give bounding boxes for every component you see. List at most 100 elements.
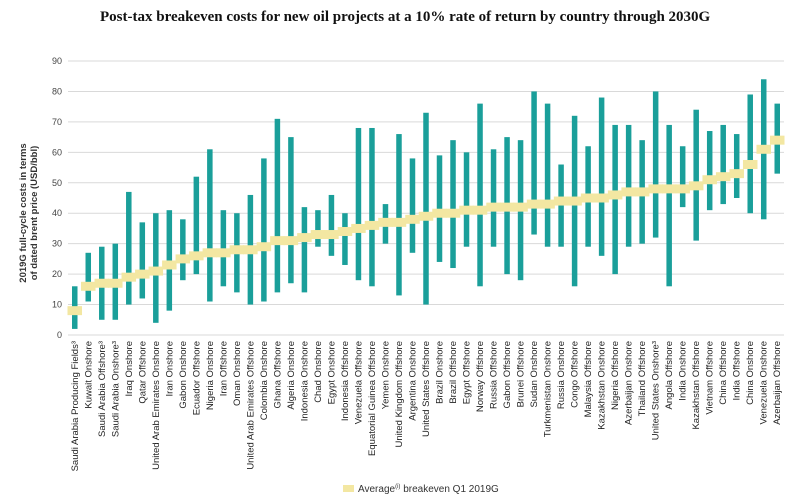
range-bar — [544, 103, 551, 247]
category-label: Brunei Offshore — [516, 341, 527, 407]
range-bar — [126, 191, 132, 305]
category-label: United Arab Emirates Offshore — [245, 341, 256, 470]
average-marker — [553, 196, 569, 206]
y-axis-title-line-2: of dated brent price (USD/bbl) — [29, 146, 40, 281]
range-bar — [355, 127, 362, 281]
average-marker — [135, 269, 150, 279]
range-bar — [666, 124, 672, 287]
average-marker — [378, 217, 393, 227]
average-marker — [594, 193, 609, 203]
chart-title: Post-tax breakeven costs for new oil pro… — [100, 9, 711, 25]
category-label: Iran Onshore — [164, 341, 175, 396]
category-label: United States Onshore³ — [651, 341, 662, 440]
range-bar — [274, 118, 281, 293]
range-bar — [450, 140, 456, 269]
average-marker — [634, 187, 650, 197]
legend-swatch — [343, 485, 354, 492]
legend: Average(i) breakeven Q1 2019G — [343, 484, 499, 495]
category-label: Gabon Onshore — [178, 341, 189, 409]
average-marker — [337, 226, 353, 236]
range-bar — [706, 131, 713, 211]
category-label: Yemen Onshore — [380, 341, 391, 409]
category-labels: Saudi Arabia Producing Fields³ Kuwait Ons… — [70, 341, 783, 471]
range-bar — [207, 149, 213, 302]
category-label: Congo Offshore — [570, 341, 581, 408]
range-bar — [747, 94, 753, 214]
range-bar — [477, 103, 483, 287]
category-label: Azerbaijan Offshore — [772, 341, 783, 425]
range-bar — [288, 137, 294, 284]
average-marker — [243, 245, 258, 255]
average-marker — [661, 184, 677, 194]
category-label: Oman Onshore — [232, 341, 243, 406]
average-marker — [459, 205, 474, 215]
average-marker — [513, 202, 528, 212]
category-label: Ecuador Offshore — [191, 341, 202, 415]
category-label: Iran Offshore — [218, 341, 229, 396]
y-tick-label: 40 — [52, 208, 62, 218]
range-bar — [85, 252, 92, 302]
average-marker — [256, 242, 272, 252]
category-label: Thailand Offshore — [637, 341, 648, 416]
category-label: India Onshore — [678, 341, 689, 401]
category-label: Saudi Arabia Onshore³ — [110, 341, 121, 437]
range-bar — [490, 149, 497, 247]
range-bar — [720, 124, 726, 205]
category-label: Indonesia Onshore — [299, 341, 310, 421]
average-marker — [418, 211, 434, 221]
range-bar — [423, 112, 429, 305]
range-bar — [733, 134, 740, 198]
y-tick-label: 50 — [52, 178, 62, 188]
category-label: India Offshore — [732, 341, 743, 401]
category-label: Vietnam Offshore — [705, 341, 716, 415]
average-marker — [216, 248, 231, 258]
range-bar — [193, 176, 200, 275]
y-tick-label: 90 — [52, 56, 62, 66]
average-marker — [324, 230, 339, 240]
range-bar — [369, 127, 375, 287]
category-label: Angola Offshore — [664, 341, 675, 409]
range-bar — [652, 91, 659, 238]
category-label: Chad Onshore — [313, 341, 324, 403]
average-marker — [702, 175, 717, 185]
range-bar — [139, 222, 146, 299]
category-label: Egypt Offshore — [462, 341, 473, 404]
range-bar — [558, 164, 564, 247]
average-marker — [756, 144, 771, 154]
average-marker — [94, 278, 110, 288]
range-bar — [180, 219, 186, 281]
category-label: Nigeria Offshore — [610, 341, 621, 410]
category-label: Egypt Onshore — [326, 341, 337, 404]
average-marker — [648, 184, 663, 194]
range-bar — [220, 210, 227, 287]
category-label: United Kingdom Offshore — [394, 341, 405, 448]
category-label: Azerbaijan Onshore — [624, 341, 635, 425]
average-marker — [688, 181, 704, 191]
average-marker — [310, 230, 326, 240]
range-bar — [409, 158, 416, 253]
legend-label: Average(i) breakeven Q1 2019G — [358, 484, 499, 495]
category-label: Norway Offshore — [475, 341, 486, 412]
range-bar — [463, 152, 470, 247]
y-axis-title-line-1: 2019G full-cycle costs in terms — [18, 143, 29, 282]
range-bars — [72, 79, 780, 329]
category-label: United States Offshore — [421, 341, 432, 437]
y-tick-label: 10 — [52, 300, 62, 310]
category-label: Kazakhstan Onshore — [597, 341, 608, 430]
category-label: Malaysia Offshore — [583, 341, 594, 417]
average-marker — [67, 306, 83, 316]
average-marker — [675, 184, 690, 194]
y-tick-label: 70 — [52, 117, 62, 127]
category-label: Turkmenistan Onshore — [543, 341, 554, 437]
average-marker — [229, 245, 245, 255]
average-marker — [540, 199, 555, 209]
category-label: Sudan Onshore — [529, 341, 540, 408]
average-marker — [729, 169, 744, 179]
average-marker — [364, 220, 380, 230]
category-label: Nigeria Onshore — [205, 341, 216, 410]
category-label: China Onshore — [745, 341, 756, 405]
range-bar — [166, 210, 173, 311]
range-bar — [328, 194, 335, 256]
range-bar — [612, 124, 618, 275]
category-label: Brazil Onshore — [435, 341, 446, 404]
